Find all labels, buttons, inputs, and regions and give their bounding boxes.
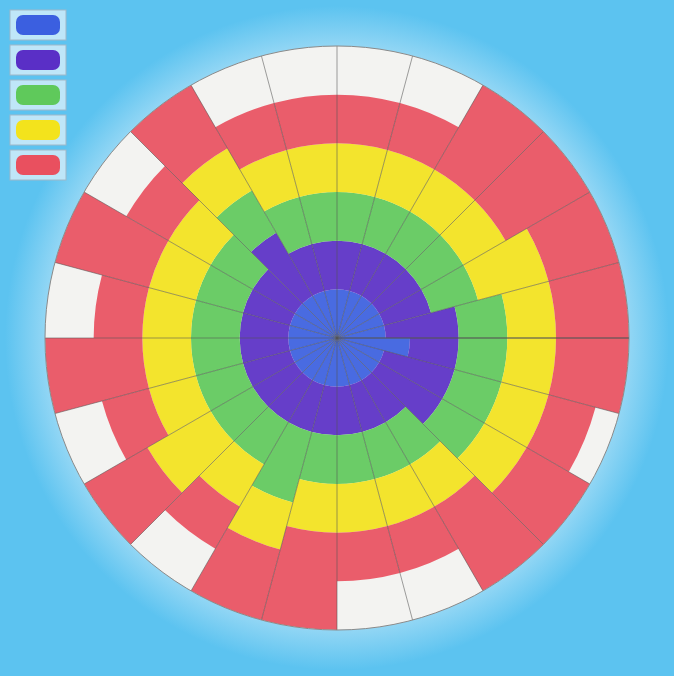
legend-box [10,115,66,145]
legend-box [10,150,66,180]
sector-line [337,338,338,630]
legend [10,10,66,180]
segment [312,241,337,291]
sector-line [337,85,483,338]
segment [502,281,556,338]
plot-ground [45,46,629,630]
segment [455,294,508,338]
sector-line [131,132,337,338]
sector-line [261,56,337,338]
sector-line [337,338,543,544]
legend-item [10,115,66,145]
chart [0,0,674,676]
sector-line [337,56,413,338]
sector-line [55,262,337,338]
halo [5,6,669,670]
segment [102,388,168,459]
sector-line [261,338,337,620]
segment [165,476,240,549]
segment [434,476,543,591]
sector-line [84,192,337,338]
plot [45,46,629,630]
segment [131,85,228,183]
segment [287,143,337,197]
segment [274,95,337,150]
legend-item [10,10,66,40]
sector-line [191,85,337,338]
sector-line [337,338,413,620]
legend-box [10,80,66,110]
segment [215,103,286,169]
sector-line [84,338,337,484]
segment [142,338,196,388]
radial-axis [337,338,629,339]
legend-box [10,10,66,40]
grid-circle [45,46,629,630]
sector-line [337,192,590,338]
segment [387,507,458,573]
sector-line [337,338,629,339]
segment [337,385,362,435]
legend-swatch [16,85,60,105]
sector-line [191,338,337,591]
grid [45,46,629,630]
legend-item [10,45,66,75]
segment [549,262,629,338]
sector-line [45,338,337,339]
sector-line [55,338,337,414]
sector-line [337,338,483,591]
segment [337,479,387,533]
legend-swatch [16,15,60,35]
sector-line [131,338,337,544]
segment [240,338,290,363]
background [0,0,674,676]
legend-item [10,80,66,110]
sector-line [337,338,590,484]
legend-item [10,150,66,180]
legend-swatch [16,50,60,70]
sector-line [337,132,543,338]
segment [287,479,337,533]
legend-box [10,45,66,75]
legend-swatch [16,120,60,140]
sector-line [337,46,338,338]
segment [126,166,199,241]
sector-line [337,262,619,338]
sector-line [337,338,619,414]
segment [337,526,400,581]
legend-swatch [16,155,60,175]
segment [84,448,182,545]
